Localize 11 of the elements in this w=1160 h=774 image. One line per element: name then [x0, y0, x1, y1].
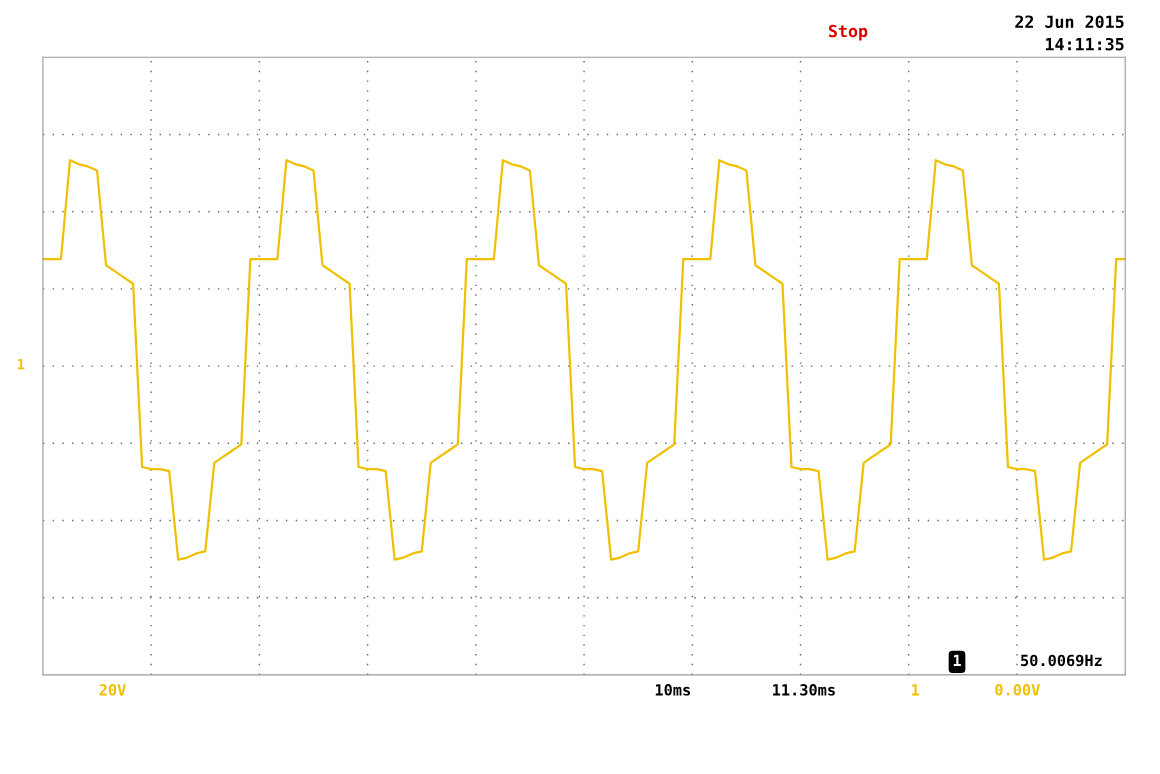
text: 1: [912, 684, 920, 696]
text: Stop: [828, 24, 868, 41]
text: 11.30ms: [773, 684, 835, 696]
text: 0.00V: [995, 684, 1040, 696]
text: 50.0069Hz: [1021, 654, 1102, 667]
text: 14:11:35: [1046, 37, 1124, 51]
text: 1: [953, 654, 961, 666]
text: 1: [17, 359, 25, 370]
text: 20V: [99, 684, 126, 696]
text: 10ms: [655, 684, 690, 696]
text: 22 Jun 2015: [1015, 15, 1124, 29]
